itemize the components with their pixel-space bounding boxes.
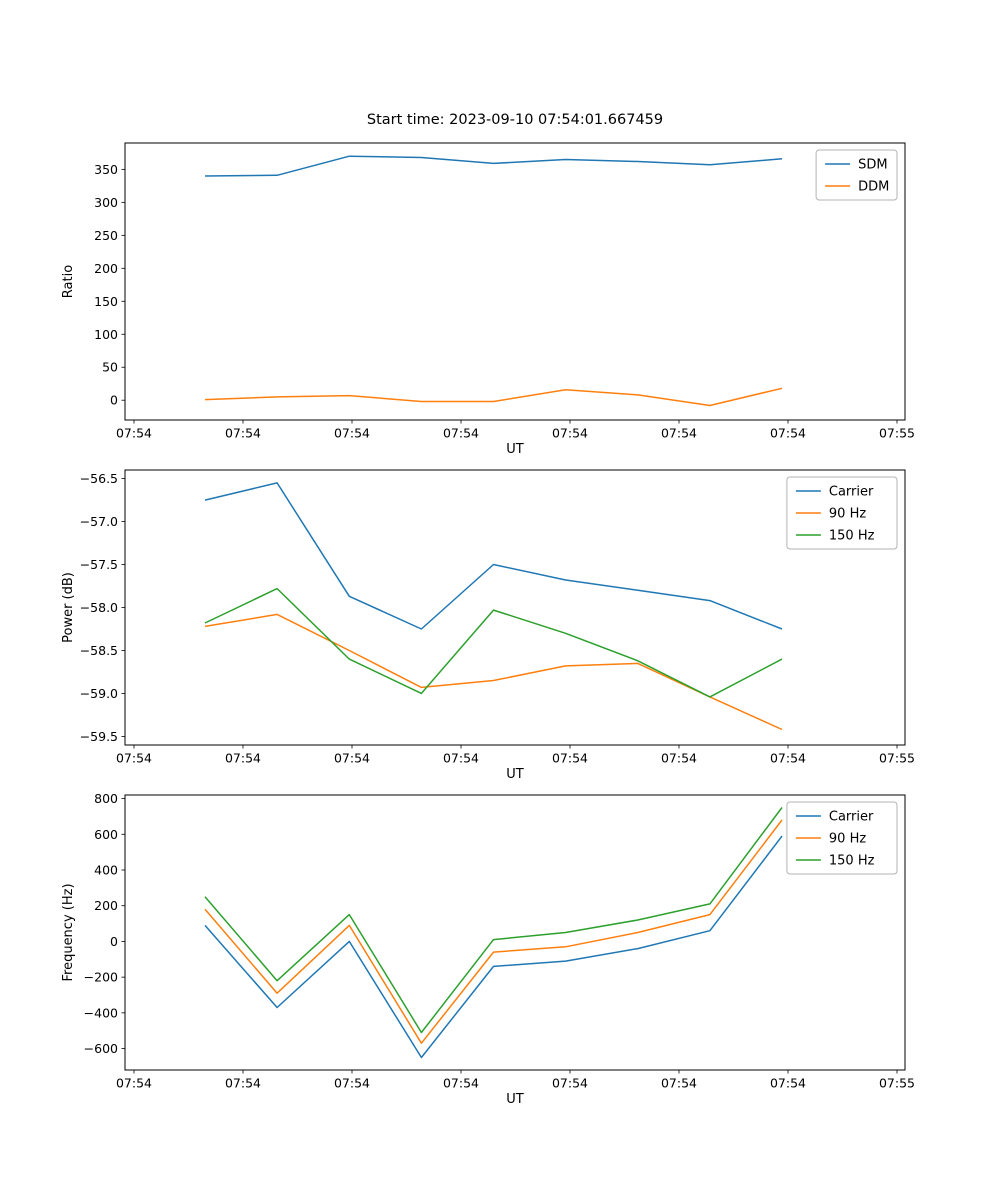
y-axis-label: Frequency (Hz) [61,883,76,981]
chart-1: 0 50 100 150 200 250 300 350 07:54 07:54 07:54 07:5… [61,142,915,457]
legend-box [786,476,898,550]
x-tick-label: 07:54 [661,426,697,441]
x-tick-label: 07:54 [770,751,806,766]
x-tick-label: 07:54 [552,1076,588,1091]
x-tick-label: 07:55 [879,751,915,766]
y-tick-label: 250 [94,228,118,243]
y-tick-label: 200 [94,898,118,913]
y-tick-label: −58.5 [80,643,118,658]
series-line-carrier [204,835,783,1059]
legend-label: 150 Hz [829,529,875,544]
series-line-150-hz [204,587,783,698]
legend-label: DDM [858,180,889,195]
series-line-carrier [204,482,783,630]
x-tick-label: 07:54 [225,751,261,766]
x-tick-label: 07:54 [770,1076,806,1091]
x-tick-label: 07:54 [334,426,370,441]
x-tick-label: 07:55 [879,426,915,441]
x-tick-label: 07:54 [225,1076,261,1091]
legend-label: 150 Hz [829,854,875,869]
x-tick-label: 07:54 [661,1076,697,1091]
y-tick-label: 800 [94,791,118,806]
y-tick-label: −59.0 [80,686,118,701]
y-tick-label: 150 [94,294,118,309]
chart-2: −59.5 −59.0 −58.5 −58.0 −57.5 −57.0 −56.5 07:54… [61,469,915,782]
y-axis-label: Ratio [61,265,76,298]
chart-3: −600 −400 −200 0 200 400 600 800 07:54 07:54 07:54… [61,791,915,1107]
x-axis-label: UT [506,1092,524,1107]
legend-label: 90 Hz [829,832,866,847]
y-tick-label: 600 [94,827,118,842]
series-line-90-hz [204,613,783,731]
y-tick-label: 200 [94,261,118,276]
x-axis-label: UT [506,442,524,457]
x-tick-label: 07:54 [552,751,588,766]
y-tick-label: −59.5 [80,729,118,744]
y-tick-label: −200 [84,970,118,985]
plot-frame [124,794,906,1071]
legend-label: 90 Hz [829,507,866,522]
series-line-sdm [204,155,783,177]
y-tick-label: −400 [84,1005,118,1020]
x-tick-label: 07:54 [334,751,370,766]
x-tick-label: 07:54 [443,426,479,441]
series-line-150-hz [204,807,783,1034]
legend-label: SDM [858,158,887,173]
x-tick-label: 07:54 [552,426,588,441]
y-tick-label: 350 [94,162,118,177]
x-axis-label: UT [506,767,524,782]
y-tick-label: 100 [94,327,118,342]
y-tick-label: −600 [84,1041,118,1056]
legend-label: Carrier [829,485,874,500]
x-tick-label: 07:54 [770,426,806,441]
y-axis-label: Power (dB) [61,572,76,643]
y-tick-label: 0 [110,393,118,408]
y-tick-label: 0 [110,934,118,949]
y-tick-label: 50 [102,360,118,375]
x-tick-label: 07:54 [443,1076,479,1091]
x-tick-label: 07:54 [661,751,697,766]
y-tick-label: 400 [94,863,118,878]
y-tick-label: 300 [94,195,118,210]
x-tick-label: 07:54 [116,426,152,441]
figure-title: Start time: 2023-09-10 07:54:01.667459 [366,112,664,128]
legend-box [786,801,898,875]
legend-box [815,149,898,201]
series-line-ddm [204,387,783,407]
plot-frame [124,469,906,746]
x-tick-label: 07:54 [334,1076,370,1091]
y-tick-label: −57.5 [80,557,118,572]
y-tick-label: −58.0 [80,600,118,615]
plot-frame [124,142,906,421]
x-tick-label: 07:54 [225,426,261,441]
x-tick-label: 07:54 [116,1076,152,1091]
x-tick-label: 07:55 [879,1076,915,1091]
x-tick-label: 07:54 [443,751,479,766]
y-tick-label: −57.0 [80,514,118,529]
legend-label: Carrier [829,810,874,825]
x-tick-label: 07:54 [116,751,152,766]
y-tick-label: −56.5 [80,471,118,486]
series-line-90-hz [204,819,783,1044]
